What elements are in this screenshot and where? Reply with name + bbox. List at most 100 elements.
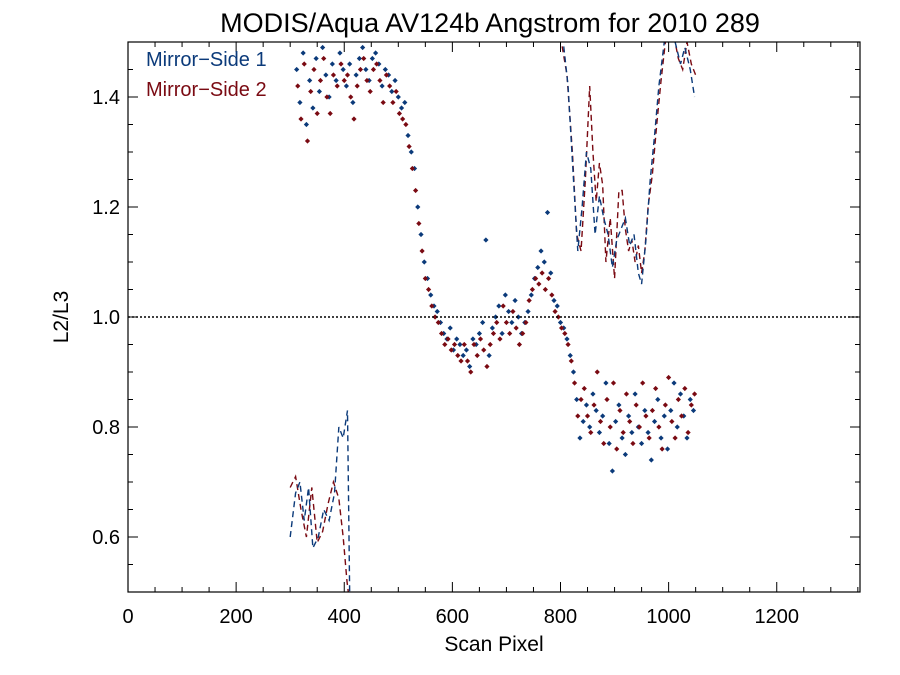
- data-point: [571, 380, 578, 386]
- data-point: [619, 435, 625, 441]
- data-point: [471, 341, 477, 348]
- data-point: [687, 396, 693, 403]
- data-point: [535, 264, 541, 271]
- data-point: [564, 336, 570, 342]
- data-point: [461, 341, 467, 348]
- data-point: [480, 319, 486, 326]
- data-point: [674, 424, 680, 430]
- data-point: [629, 429, 635, 436]
- data-point: [483, 237, 489, 243]
- data-point: [666, 374, 672, 381]
- y-axis: 0.6 0.8 1.0 1.2 1.4: [92, 69, 860, 565]
- data-point: [383, 72, 390, 78]
- data-point: [533, 275, 539, 282]
- data-point: [523, 319, 529, 326]
- data-point: [505, 308, 512, 315]
- data-point: [316, 88, 322, 95]
- data-point: [321, 55, 327, 62]
- data-point: [538, 248, 544, 254]
- data-point: [661, 413, 667, 419]
- x-tick-label: 0: [122, 606, 133, 628]
- data-point: [648, 457, 654, 463]
- data-point: [341, 77, 347, 84]
- data-point: [609, 468, 615, 474]
- data-point: [581, 385, 587, 392]
- data-point: [350, 99, 356, 106]
- data-point: [392, 77, 398, 84]
- data-point: [567, 352, 573, 359]
- data-point: [499, 330, 505, 337]
- data-point: [542, 286, 548, 293]
- data-point: [464, 358, 471, 364]
- data-point: [690, 407, 697, 414]
- data-point: [422, 275, 428, 282]
- data-point: [616, 402, 622, 408]
- data-point: [496, 303, 502, 309]
- data-point: [604, 396, 610, 403]
- data-point: [494, 319, 500, 326]
- data-point: [294, 66, 300, 73]
- data-point: [655, 396, 661, 403]
- data-point: [344, 72, 351, 78]
- data-point: [584, 413, 591, 419]
- data-point: [562, 330, 568, 337]
- data-point: [367, 88, 373, 95]
- data-point: [451, 341, 458, 348]
- data-point: [583, 402, 590, 408]
- data-point: [409, 165, 415, 172]
- data-point: [486, 352, 492, 359]
- data-point: [413, 187, 419, 194]
- data-point: [387, 83, 393, 89]
- data-point: [587, 424, 593, 430]
- data-point: [682, 385, 688, 392]
- data-point: [539, 270, 545, 276]
- data-point: [525, 308, 531, 315]
- data-point: [600, 413, 606, 419]
- data-point: [526, 297, 532, 304]
- data-point: [594, 369, 600, 375]
- data-point: [351, 116, 357, 122]
- data-point: [457, 341, 463, 348]
- data-point: [360, 44, 366, 51]
- data-point: [374, 61, 380, 67]
- series-dashed-line: [289, 474, 350, 592]
- data-point: [574, 396, 580, 403]
- data-point: [528, 292, 534, 298]
- data-point: [354, 83, 360, 89]
- data-point: [415, 204, 421, 210]
- data-point: [502, 292, 508, 298]
- data-point: [405, 132, 411, 139]
- data-point: [512, 297, 518, 304]
- data-point: [513, 325, 519, 331]
- data-point: [507, 330, 513, 337]
- x-tick-label: 800: [544, 606, 577, 628]
- data-point: [481, 347, 487, 353]
- data-point: [662, 402, 668, 408]
- series-dashed-line: [289, 410, 351, 592]
- data-point: [529, 286, 535, 293]
- data-point: [651, 418, 658, 425]
- x-tick-label: 200: [219, 606, 252, 628]
- data-point: [622, 451, 628, 458]
- data-point: [606, 440, 612, 447]
- data-point: [300, 50, 306, 56]
- data-point: [343, 83, 350, 89]
- data-point: [484, 363, 490, 370]
- data-point: [489, 325, 495, 331]
- chart-title: MODIS/Aqua AV124b Angstrom for 2010 289: [220, 8, 760, 38]
- data-point: [425, 286, 432, 293]
- data-point: [330, 72, 337, 78]
- data-point: [578, 396, 584, 403]
- data-point: [617, 407, 623, 414]
- data-point: [684, 435, 690, 441]
- data-point: [347, 61, 353, 67]
- data-point: [460, 352, 466, 359]
- data-point: [497, 336, 503, 342]
- data-point: [640, 380, 646, 386]
- x-tick-label: 1200: [754, 606, 799, 628]
- data-point: [340, 66, 346, 73]
- data-point: [536, 281, 542, 287]
- data-point: [565, 341, 571, 348]
- data-point: [435, 319, 441, 326]
- data-point: [623, 391, 630, 397]
